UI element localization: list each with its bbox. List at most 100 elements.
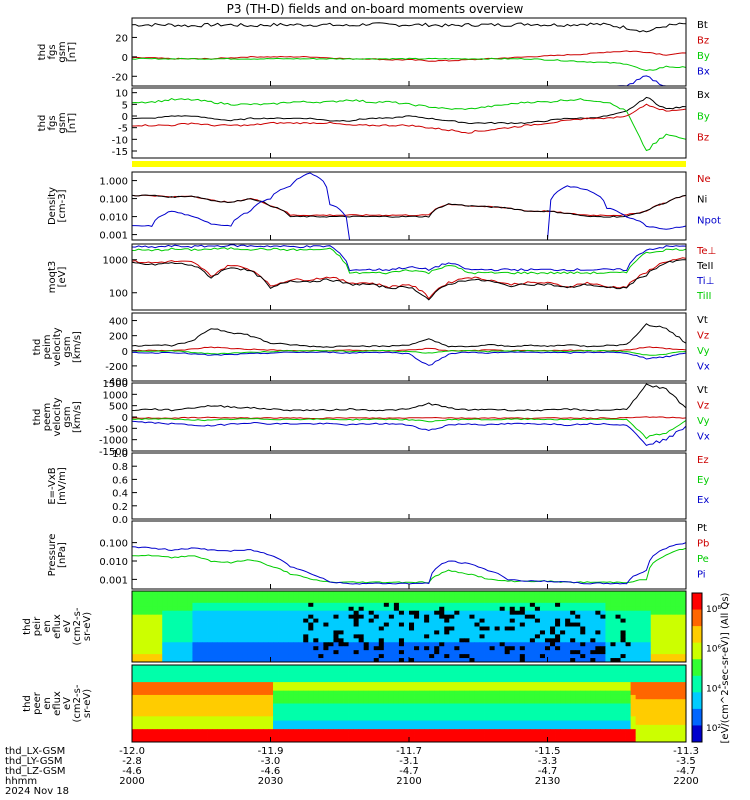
heatmap-cell [565,724,571,730]
heatmap-cell [197,673,203,679]
heatmap-cell [439,591,445,596]
heatmap-cell [308,638,314,643]
heatmap-cell [615,703,621,709]
heatmap-cell [393,720,400,726]
ytick-label: 0.001 [99,575,128,586]
heatmap-cell [424,686,430,692]
heatmap-cell [393,729,400,734]
heatmap-cell [142,634,148,639]
heatmap-cell [444,618,450,623]
heatmap-cell [504,642,511,647]
panel-5-ylabel: peim [42,334,53,359]
heatmap-cell [262,654,269,659]
heatmap-cell [680,729,687,734]
heatmap-cell [293,682,299,687]
heatmap-cell [630,673,637,679]
heatmap-cell [403,618,410,623]
heatmap-cell [444,650,450,655]
legend-Pb: Pb [697,539,709,550]
heatmap-cell [323,598,329,604]
heatmap-cell [368,598,375,604]
heatmap-cell [434,610,440,616]
panel-1-ylabel: fgs [47,44,58,59]
heatmap-cell [137,707,143,713]
heatmap-cell [348,720,354,726]
heatmap-cell [132,618,138,623]
heatmap-cell [454,630,460,635]
heatmap-cell [308,622,314,627]
heatmap-cell [444,594,450,600]
heatmap-cell [202,614,208,620]
heatmap-cell [222,642,229,647]
heatmap-cell [660,622,667,627]
heatmap-cell [363,690,370,696]
heatmap-cell [283,642,289,647]
heatmap-cell [434,642,440,647]
heatmap-cell [479,618,485,623]
heatmap-cell [630,642,637,647]
heatmap-cell [293,658,299,663]
heatmap-cell [524,634,531,639]
heatmap-cell [474,642,480,647]
panel-3-ylabel: [cm-3] [57,189,68,222]
heatmap-cell [353,694,360,700]
heatmap-cell [262,712,269,717]
heatmap-cell [560,650,566,655]
heatmap-cell [660,626,667,631]
heatmap-cell [207,650,213,655]
heatmap-cell [615,707,621,713]
heatmap-cell [403,634,410,639]
heatmap-cell [157,694,163,700]
heatmap-cell [152,677,158,683]
heatmap-cell [333,699,339,704]
heatmap-cell [333,733,339,739]
heatmap-cell [555,665,561,670]
heatmap-cell [162,591,168,596]
heatmap-cell [434,724,440,730]
heatmap-cell [479,598,485,604]
heatmap-cell [132,610,138,616]
heatmap-cell [363,699,370,704]
heatmap-cell [570,646,576,651]
heatmap-cell [358,686,365,692]
heatmap-cell [474,737,480,743]
heatmap-cell [454,665,460,670]
heatmap-cell [499,720,506,726]
heatmap-cell [328,646,334,651]
heatmap-cell [605,646,611,651]
heatmap-cell [489,682,496,687]
heatmap-cell [348,686,354,692]
heatmap-cell [600,673,606,679]
heatmap-cell [358,634,365,639]
heatmap-cell [625,606,631,612]
heatmap-cell [257,729,264,734]
heatmap-cell [479,606,485,612]
heatmap-cell [343,610,349,616]
heatmap-cell [182,610,188,616]
heatmap-cell [675,699,682,704]
heatmap-cell [257,610,264,616]
heatmap-cell [544,598,551,604]
heatmap-cell [373,638,380,643]
heatmap-cell [675,634,682,639]
heatmap-cell [560,682,566,687]
heatmap-cell [227,716,234,722]
heatmap-cell [172,630,178,635]
heatmap-cell [212,665,219,670]
heatmap-cell [393,682,400,687]
heatmap-cell [318,690,324,696]
heatmap-cell [625,712,631,717]
heatmap-cell [197,694,203,700]
heatmap-cell [298,626,304,631]
heatmap-cell [378,622,385,627]
heatmap-cell [293,606,299,612]
heatmap-cell [670,610,677,616]
heatmap-cell [187,634,193,639]
heatmap-cell [192,630,198,635]
heatmap-cell [570,630,576,635]
heatmap-cell [257,606,264,612]
heatmap-cell [414,618,420,623]
heatmap-cell [434,614,440,620]
heatmap-cell [398,733,405,739]
heatmap-cell [273,699,279,704]
